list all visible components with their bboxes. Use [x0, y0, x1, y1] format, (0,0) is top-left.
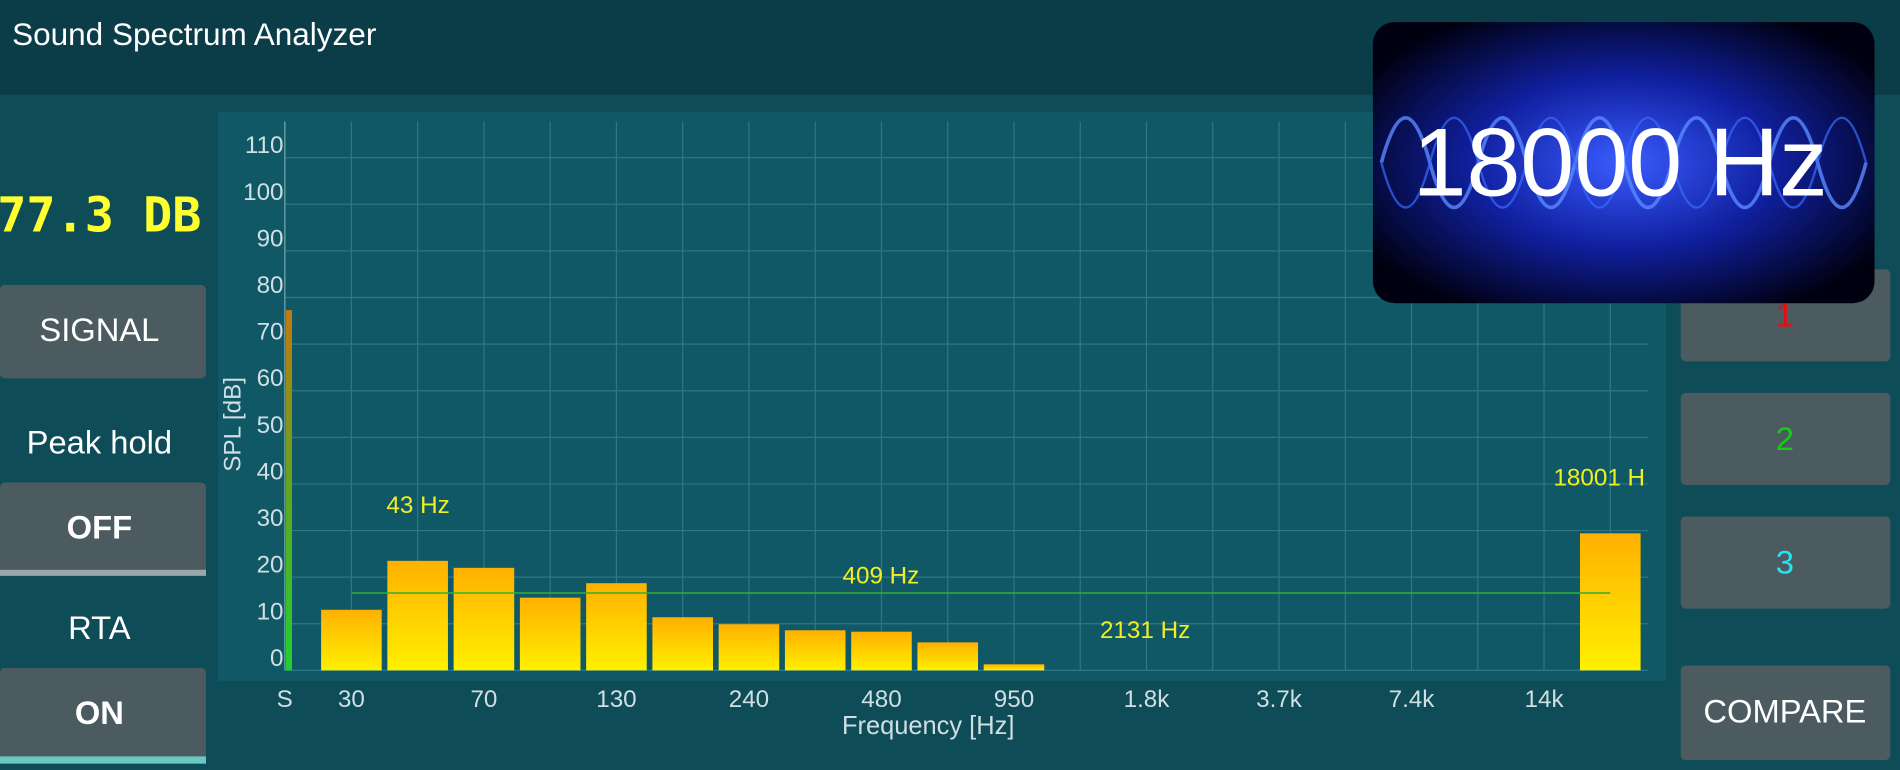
bar [718, 624, 780, 671]
bar [784, 630, 846, 671]
button-label: SIGNAL [39, 311, 159, 348]
y-tick-label: 60 [257, 365, 284, 392]
bar [983, 664, 1045, 671]
x-tick-label: 30 [338, 686, 365, 713]
frequency-overlay: 18000 Hz [1372, 22, 1875, 304]
peak-hold-label: Peak hold [27, 424, 172, 461]
overlay-frequency: 18000 Hz [1413, 108, 1828, 217]
button-label: COMPARE [1703, 693, 1866, 730]
bar [1580, 533, 1641, 671]
x-tick-label: 3.7k [1256, 686, 1303, 713]
compare-button[interactable] [1680, 665, 1891, 761]
x-tick-label: 240 [729, 686, 769, 713]
y-tick-label: 0 [270, 645, 283, 672]
button-label: OFF [67, 508, 132, 545]
x-tick-label: 7.4k [1389, 686, 1436, 713]
y-tick-label: 80 [257, 272, 284, 299]
peak-label: 2131 Hz [1100, 617, 1190, 644]
bar [387, 560, 448, 671]
x-tick-label: 14k [1525, 686, 1565, 713]
peak-label: 43 Hz [386, 492, 449, 519]
peak-label: 18001 H [1553, 464, 1645, 491]
y-tick-label: 30 [257, 505, 284, 532]
bar [851, 631, 912, 671]
rta-button[interactable] [0, 667, 206, 761]
x-tick-label: 480 [861, 686, 901, 713]
bar [652, 617, 713, 671]
spectrum-chart: 0 10 20 30 40 50 60 70 80 90 100 110 SPL [dB] Frequen… [219, 121, 1648, 740]
y-tick-label: 90 [257, 225, 284, 252]
rta-label: RTA [68, 609, 131, 646]
app-title: Sound Spectrum Analyzer [12, 16, 376, 52]
button-label: 1 [1776, 296, 1794, 333]
level-readout: 77.3 DB [0, 187, 201, 243]
y-tick-label: 50 [257, 412, 284, 439]
bar [453, 567, 515, 671]
bar [586, 583, 647, 671]
x-tick-label: 70 [470, 686, 497, 713]
button-label: 3 [1776, 544, 1794, 581]
button-label: 2 [1776, 420, 1794, 457]
wave [1380, 116, 1868, 209]
y-axis-title: SPL [dB] [219, 377, 246, 472]
toggle-indicator [0, 569, 206, 576]
peak-hold-button[interactable] [0, 482, 206, 575]
y-tick-label: 110 [245, 132, 284, 159]
y-tick-label: 40 [257, 458, 284, 485]
x-start-label: S [277, 686, 293, 713]
bar [321, 609, 382, 671]
x-tick-label: 1.8k [1124, 686, 1171, 713]
signal-button[interactable] [0, 285, 206, 379]
peak-label: 409 Hz [843, 562, 920, 589]
bar [519, 597, 581, 671]
toggle-indicator [0, 756, 206, 764]
button-label: ON [75, 694, 124, 731]
y-tick-label: 10 [257, 598, 284, 625]
y-tick-label: 20 [257, 552, 284, 579]
x-tick-label: 130 [596, 686, 636, 713]
y-tick-label: 100 [243, 179, 283, 206]
level-meter [285, 310, 293, 671]
x-axis-title: Frequency [Hz] [842, 712, 1014, 740]
slot-button[interactable] [1680, 516, 1891, 609]
bar [917, 642, 979, 671]
x-tick-label: 950 [994, 686, 1034, 713]
y-tick-label: 70 [257, 319, 284, 346]
slot-button[interactable] [1680, 392, 1891, 485]
